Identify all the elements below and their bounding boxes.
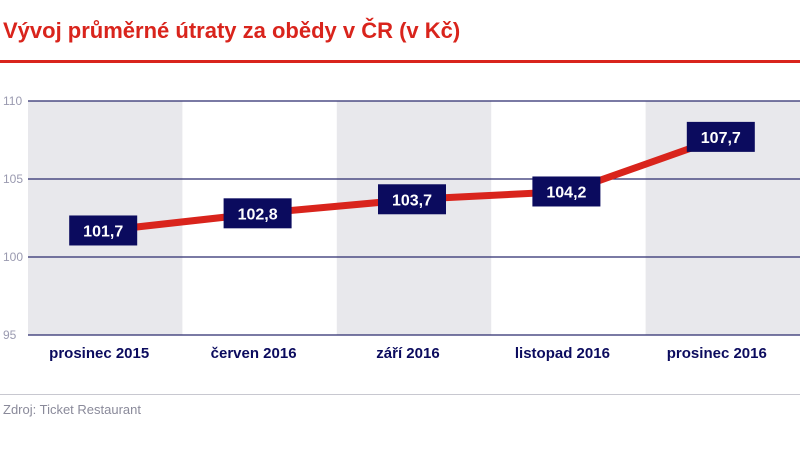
data-label: 104,2 [546,184,586,201]
data-label: 102,8 [238,206,278,223]
x-tick-label: listopad 2016 [515,345,610,362]
y-tick-label: 110 [3,94,22,108]
x-tick-label: září 2016 [376,345,439,362]
chart-title: Vývoj průměrné útraty za obědy v ČR (v K… [3,18,461,43]
x-tick-label: prosinec 2016 [667,345,767,362]
column-band [336,101,492,335]
data-label-box [378,184,446,215]
data-label: 103,7 [392,192,432,209]
data-label-box [686,121,755,152]
data-label-box [223,198,292,229]
source-note: Zdroj: Ticket Restaurant [3,402,141,417]
data-label-box [69,215,138,246]
data-label-box [532,176,601,207]
x-tick-label: červen 2016 [211,345,297,362]
data-label: 107,7 [701,130,741,147]
data-label: 101,7 [83,223,123,240]
y-tick-label: 100 [3,250,23,264]
y-tick-label: 95 [3,328,17,342]
x-tick-label: prosinec 2015 [49,345,149,362]
line-chart: 95 100 105 110 101,7 prosinec 2015 102,8 červen… [3,94,800,362]
y-tick-label: 105 [3,172,23,186]
source-divider [0,394,800,395]
title-divider [0,60,800,63]
